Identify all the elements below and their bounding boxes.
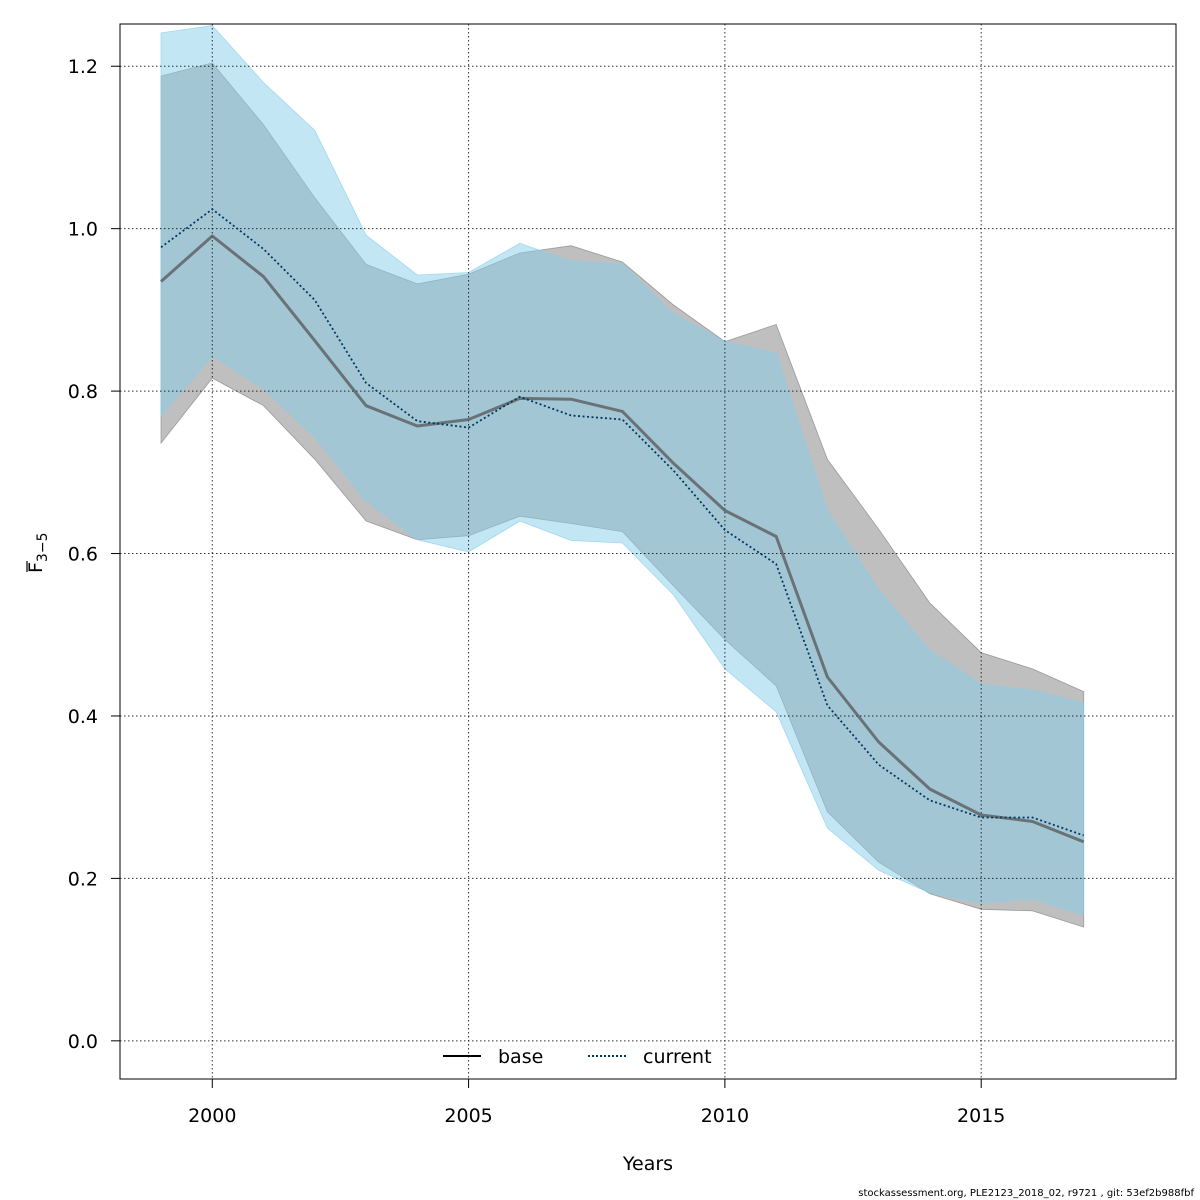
grid-lines: [120, 24, 1176, 1079]
x-tick-label: 2000: [188, 1105, 236, 1127]
y-tick-label: 0.0: [68, 1031, 98, 1053]
y-tick-label: 1.2: [68, 56, 98, 78]
y-tick-label: 0.4: [68, 706, 98, 728]
y-axis-title: F3−5: [25, 533, 51, 573]
x-tick-label: 2015: [957, 1105, 1005, 1127]
y-axis-title-main: F: [25, 562, 47, 573]
legend: base current: [443, 1046, 712, 1068]
x-tick-label: 2005: [444, 1105, 492, 1127]
confidence-bands: [160, 25, 1085, 928]
y-axis: 0.0 0.2 0.4 0.6 0.8 1.0 1.2: [68, 56, 120, 1053]
y-tick-label: 1.0: [68, 219, 98, 241]
x-axis: 2000 2005 2010 2015: [188, 1079, 1005, 1127]
x-axis-title: Years: [622, 1153, 673, 1175]
plot-frame: [119, 23, 1177, 1080]
legend-current-label: current: [643, 1046, 712, 1068]
series-lines: [160, 208, 1085, 844]
x-tick-label: 2010: [701, 1105, 749, 1127]
series-line-base: [160, 234, 1085, 844]
footer-note: stockassessment.org, PLE2123_2018_02, r9…: [858, 1188, 1194, 1199]
y-tick-label: 0.8: [68, 381, 98, 403]
y-tick-label: 0.2: [68, 868, 98, 890]
legend-base-label: base: [498, 1046, 543, 1068]
y-axis-title-subscript: 3−5: [35, 533, 51, 563]
svg-text:F3−5: F3−5: [25, 533, 51, 573]
y-tick-label: 0.6: [68, 544, 98, 566]
band-current: [160, 25, 1085, 916]
